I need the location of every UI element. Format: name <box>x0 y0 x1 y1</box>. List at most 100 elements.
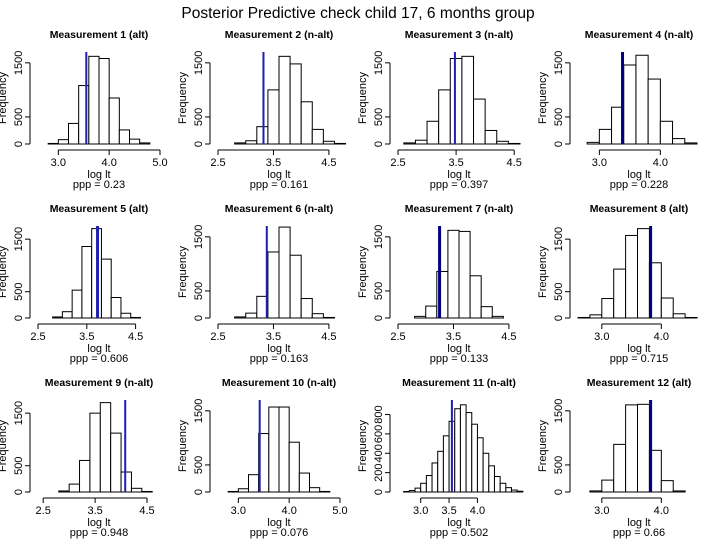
x-tick-label: 3.5 <box>87 505 102 517</box>
histogram-bar <box>99 402 112 493</box>
x-tick-label: 3.0 <box>51 157 66 169</box>
histogram-panel-12: Measurement 12 (alt) 3.0 4.0 0 500 1500 Freque… <box>537 377 691 539</box>
histogram-bar <box>659 120 674 145</box>
histogram-bar <box>110 432 122 493</box>
y-tick-label: 0 <box>373 315 385 321</box>
x-tick-label: 5.0 <box>152 157 167 169</box>
ppp-value: ppp = 0.228 <box>610 179 668 191</box>
histogram-bar <box>278 406 290 493</box>
histogram-bar <box>289 254 302 319</box>
histogram-bar <box>454 408 461 493</box>
histogram-bar <box>322 316 335 319</box>
y-tick-label: 1500 <box>13 51 25 75</box>
histogram-panel-8: Measurement 8 (alt) 3.0 4.0 0 500 1500 Frequen… <box>537 203 698 365</box>
y-tick-label: 500 <box>13 283 25 301</box>
x-axis-label: log lt <box>87 517 110 529</box>
ppp-value: ppp = 0.133 <box>430 353 488 365</box>
y-tick-label: 800 <box>373 405 385 423</box>
histogram-bar <box>414 315 427 319</box>
y-tick-label: 1500 <box>373 225 385 249</box>
histogram-bar <box>278 55 291 145</box>
y-tick-label: 0 <box>553 141 565 147</box>
histogram-bar <box>57 139 69 145</box>
histogram-bar <box>589 314 603 319</box>
panel-title: Measurement 5 (alt) <box>50 203 149 215</box>
histogram-bar <box>120 471 132 493</box>
y-tick-label: 0 <box>193 489 205 495</box>
histogram-bar <box>311 128 324 145</box>
histogram-panel-9: Measurement 9 (n-alt) 2.5 3.5 4.5 0 500 1500 Fr… <box>0 377 155 539</box>
histogram-bar <box>586 141 600 145</box>
y-tick-label: 0 <box>373 489 385 495</box>
histogram-bar <box>431 462 439 493</box>
x-tick-label: 4.0 <box>653 157 668 169</box>
panel-title: Measurement 12 (alt) <box>587 377 691 389</box>
histogram-panel-1: Measurement 1 (alt) 3.0 4.0 5.0 0 500 1500 Freq… <box>0 29 168 191</box>
y-tick-label: 1500 <box>553 399 565 423</box>
x-tick-label: 3.0 <box>231 505 246 517</box>
y-tick-label: 1500 <box>193 51 205 75</box>
histogram-bar <box>684 316 698 319</box>
histogram-bar <box>414 139 428 145</box>
histogram-bar <box>110 296 122 319</box>
histogram-bar <box>672 490 686 493</box>
histogram-bar <box>447 229 460 319</box>
panel-title: Measurement 1 (alt) <box>50 29 149 41</box>
histogram-bar <box>245 140 258 145</box>
y-tick-label: 0 <box>553 315 565 321</box>
histogram-bar <box>469 275 482 319</box>
histogram-bar <box>268 406 280 493</box>
y-axis-label: Frequency <box>537 246 549 298</box>
histogram-bar <box>601 298 615 319</box>
histogram-bar <box>267 251 280 319</box>
histogram-bar <box>623 64 637 145</box>
panel-title: Measurement 8 (alt) <box>590 203 689 215</box>
x-tick-label: 2.5 <box>36 505 51 517</box>
y-tick-label: 1500 <box>553 51 565 75</box>
histogram-bar <box>300 298 313 319</box>
histogram-bar <box>465 412 473 493</box>
histogram-bar <box>311 313 324 319</box>
histogram-bar <box>234 142 247 145</box>
histogram-bar <box>425 475 433 493</box>
panel-title: Measurement 10 (n-alt) <box>222 377 336 389</box>
x-axis-label: log lt <box>447 343 470 355</box>
histogram-bar <box>278 226 291 319</box>
histogram-bar <box>58 490 70 493</box>
histogram-bar <box>322 140 335 145</box>
histogram-bar <box>482 452 490 493</box>
histogram-bar <box>79 459 91 493</box>
x-tick-label: 4.5 <box>321 331 336 343</box>
histogram-bar <box>484 129 498 145</box>
histogram-bar <box>625 404 639 493</box>
x-tick-label: 2.5 <box>390 157 405 169</box>
y-tick-label: 500 <box>13 457 25 475</box>
x-tick-label: 3.0 <box>413 505 428 517</box>
histogram-bar <box>408 490 416 493</box>
y-axis-label: Frequency <box>357 72 369 124</box>
histogram-bar <box>68 122 80 145</box>
x-tick-label: 3.5 <box>266 157 281 169</box>
x-tick-label: 5.0 <box>332 505 347 517</box>
x-axis-label: log lt <box>627 343 650 355</box>
panel-title: Measurement 9 (n-alt) <box>45 377 154 389</box>
histogram-bar <box>47 142 59 145</box>
histogram-bar <box>61 311 73 319</box>
y-tick-label: 500 <box>193 108 205 126</box>
histogram-bar <box>141 490 153 493</box>
panel-title: Measurement 6 (n-alt) <box>225 203 334 215</box>
histogram-bar <box>442 435 450 493</box>
ppp-value: ppp = 0.715 <box>610 353 668 365</box>
x-axis-label: log lt <box>87 343 110 355</box>
y-tick-label: 200 <box>373 463 385 481</box>
histogram-panel-4: Measurement 4 (n-alt) 3.0 4.0 0 500 1500 Frequ… <box>537 29 698 191</box>
histogram-bar <box>660 480 674 493</box>
histogram-bar <box>333 142 347 145</box>
histogram-bar <box>458 230 471 319</box>
histogram-bar <box>613 268 627 319</box>
x-tick-label: 3.5 <box>446 331 461 343</box>
histogram-bar <box>68 483 81 493</box>
y-tick-label: 0 <box>13 489 25 495</box>
x-tick-label: 3.5 <box>441 505 456 517</box>
